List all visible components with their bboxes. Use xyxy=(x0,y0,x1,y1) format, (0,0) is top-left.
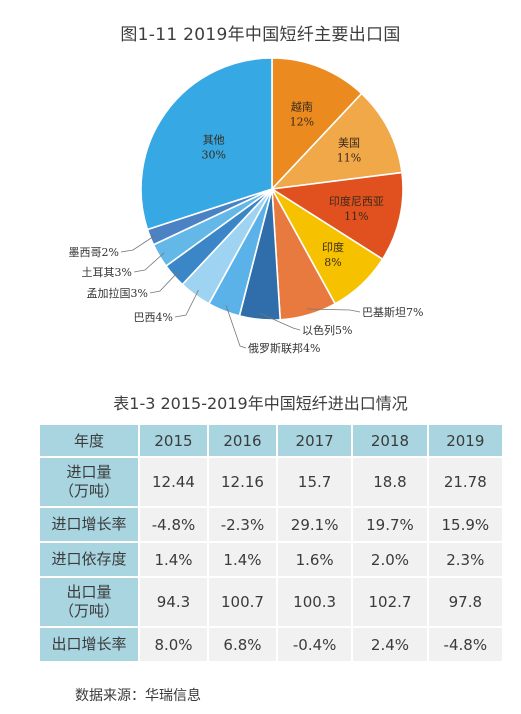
table-cell: -2.3% xyxy=(208,508,276,541)
table-header-cell: 2015 xyxy=(140,425,207,456)
pie-slice-percent: 12% xyxy=(290,116,314,129)
table-cell: 102.7 xyxy=(353,578,427,626)
table-cell: 1.4% xyxy=(140,543,207,576)
pie-slice-label: 越南 xyxy=(291,100,313,114)
table-cell: 29.1% xyxy=(277,508,352,541)
pie-slice-percent: 8% xyxy=(324,256,341,269)
row-header: 进口依存度 xyxy=(40,543,138,576)
row-header-text: （万吨） xyxy=(58,602,119,620)
table-header-year: 年度 xyxy=(40,425,138,456)
table-cell: 12.44 xyxy=(140,458,207,506)
table-row: 进口依存度 1.4% 1.4% 1.6% 2.0% 2.3% xyxy=(40,543,502,576)
table-cell: 2.3% xyxy=(428,543,502,576)
pie-chart-svg: 越南 12% 美国 11% 印度尼西亚 11% 印度 8% 巴基斯坦7% 以色列5% 俄罗斯联邦4%… xyxy=(69,57,423,355)
pie-slice-label: 巴西4% xyxy=(134,311,173,324)
table-cell: -4.8% xyxy=(140,508,207,541)
pie-leader-line xyxy=(306,308,361,313)
row-header-text: （万吨） xyxy=(58,482,119,500)
pie-slice-label: 印度尼西亚 xyxy=(329,194,384,208)
table-cell: 94.3 xyxy=(140,578,207,626)
pie-slice-percent: 11% xyxy=(344,210,368,223)
table-cell: 1.4% xyxy=(208,543,276,576)
table-row: 出口增长率 8.0% 6.8% -0.4% 2.4% -4.8% xyxy=(40,628,502,661)
row-header-text: 进口量 xyxy=(66,463,112,481)
row-header: 出口量 （万吨） xyxy=(40,578,138,626)
table-row: 进口量 （万吨） 12.44 12.16 15.7 18.8 21.78 xyxy=(40,458,502,506)
table-cell: 15.7 xyxy=(277,458,352,506)
table-cell: 18.8 xyxy=(353,458,427,506)
table-header-cell: 2016 xyxy=(208,425,276,456)
pie-slice-label: 俄罗斯联邦4% xyxy=(248,342,320,355)
pie-slice-label: 以色列5% xyxy=(302,323,352,337)
table-title: 表1-3 2015-2019年中国短纤进出口情况 xyxy=(113,394,408,413)
table-cell: 2.4% xyxy=(353,628,427,661)
table-header-cell: 2017 xyxy=(277,425,352,456)
table-cell: 15.9% xyxy=(428,508,502,541)
table-cell: 2.0% xyxy=(353,543,427,576)
table-cell: 100.7 xyxy=(208,578,276,626)
table-cell: 12.16 xyxy=(208,458,276,506)
pie-slice-1 xyxy=(271,57,363,192)
import-export-table: 年度 2015 2016 2017 2018 2019 进口量 （万吨） 12.44 12.16… xyxy=(38,423,504,663)
pie-slice-label: 土耳其3% xyxy=(82,266,132,279)
pie-leader-line xyxy=(133,252,165,273)
table-header-cell: 2019 xyxy=(428,425,502,456)
pie-slice-label: 其他 xyxy=(203,134,225,147)
pie-leader-line xyxy=(120,234,157,253)
table-cell: 6.8% xyxy=(208,628,276,661)
pie-leader-line xyxy=(260,313,301,331)
pie-leader-line xyxy=(225,305,247,349)
table-header-row: 年度 2015 2016 2017 2018 2019 xyxy=(40,425,502,456)
pie-slice-percent: 30% xyxy=(201,149,225,162)
pie-slice-12 xyxy=(140,57,273,231)
pie-slice-label: 墨西哥2% xyxy=(69,246,119,259)
table-cell: 100.3 xyxy=(277,578,352,626)
data-source: 数据来源：华瑞信息 xyxy=(75,688,201,704)
pie-slice-3 xyxy=(269,171,404,261)
pie-slice-label: 美国 xyxy=(338,137,360,150)
pie-slice-label: 印度 xyxy=(322,240,344,254)
pie-leader-line xyxy=(174,289,199,318)
pie-slice-percent: 11% xyxy=(337,152,361,165)
table-row: 进口增长率 -4.8% -2.3% 29.1% 19.7% 15.9% xyxy=(40,508,502,541)
pie-slice-label: 巴基斯坦7% xyxy=(362,305,423,319)
table-cell: 8.0% xyxy=(140,628,207,661)
table-cell: -0.4% xyxy=(277,628,352,661)
table-header-cell: 2018 xyxy=(353,425,427,456)
table-cell: 97.8 xyxy=(428,578,502,626)
row-header-text: 出口增长率 xyxy=(51,635,127,653)
table-cell: 1.6% xyxy=(277,543,352,576)
row-header-text: 进口增长率 xyxy=(51,515,127,533)
pie-chart: 越南 12% 美国 11% 印度尼西亚 11% 印度 8% 巴基斯坦7% 以色列5% 俄罗斯联邦4%… xyxy=(0,40,521,370)
table-cell: -4.8% xyxy=(428,628,502,661)
row-header: 进口量 （万吨） xyxy=(40,458,138,506)
row-header-text: 出口量 xyxy=(66,583,112,601)
figure-title: 图1-11 2019年中国短纤主要出口国 xyxy=(120,25,401,45)
pie-slice-label: 孟加拉国3% xyxy=(87,286,148,300)
table-cell: 21.78 xyxy=(428,458,502,506)
table-row: 出口量 （万吨） 94.3 100.7 100.3 102.7 97.8 xyxy=(40,578,502,626)
row-header: 出口增长率 xyxy=(40,628,138,661)
table-cell: 19.7% xyxy=(353,508,427,541)
row-header: 进口增长率 xyxy=(40,508,138,541)
row-header-text: 进口依存度 xyxy=(51,550,127,568)
pie-slice-2 xyxy=(269,92,403,191)
pie-leader-line xyxy=(149,271,179,294)
